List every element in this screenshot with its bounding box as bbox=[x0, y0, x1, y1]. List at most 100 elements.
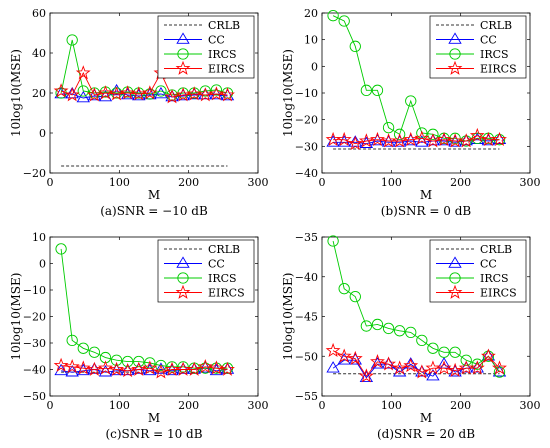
data-point-ircs bbox=[449, 346, 461, 358]
data-point-eircs bbox=[153, 364, 169, 379]
data-point-eircs bbox=[436, 131, 452, 146]
y-tick-label: −35 bbox=[295, 231, 318, 244]
data-point-eircs bbox=[53, 357, 69, 372]
data-point-cc bbox=[87, 362, 102, 374]
y-tick-label: −30 bbox=[23, 337, 46, 350]
data-point-eircs bbox=[197, 87, 213, 102]
data-point-eircs bbox=[403, 357, 419, 373]
data-point-ircs bbox=[405, 95, 417, 107]
data-point-cc bbox=[492, 132, 507, 144]
y-tick-label: 0 bbox=[311, 60, 318, 73]
panel-1: 0 100 200 300−200204060M10log10(MSE)(a)SNR … bbox=[9, 7, 269, 218]
x-tick-label: 100 bbox=[381, 176, 402, 189]
data-point-ircs bbox=[471, 358, 483, 370]
legend-label: EIRCS bbox=[480, 287, 517, 300]
legend-box bbox=[429, 15, 527, 79]
data-point-ircs bbox=[210, 84, 223, 96]
data-point-cc bbox=[76, 90, 90, 103]
data-point-cc bbox=[426, 133, 440, 146]
data-point-cc bbox=[120, 363, 135, 376]
data-point-cc bbox=[176, 362, 190, 374]
panel-caption: (c)SNR = 10 dB bbox=[105, 427, 202, 441]
data-point-eircs bbox=[358, 133, 374, 148]
legend-marker bbox=[449, 272, 461, 284]
data-point-eircs bbox=[358, 368, 374, 383]
legend-label: CC bbox=[208, 258, 225, 271]
series-eircs bbox=[53, 357, 235, 379]
x-tick-label: 0 bbox=[319, 176, 326, 189]
data-point-eircs bbox=[208, 360, 224, 375]
y-tick-label: 60 bbox=[32, 7, 46, 20]
data-point-cc bbox=[426, 369, 440, 381]
data-point-cc bbox=[109, 83, 124, 96]
data-point-ircs bbox=[427, 128, 439, 140]
legend-label: CRLB bbox=[480, 19, 512, 32]
legend-label: CRLB bbox=[208, 19, 240, 32]
x-tick-label: 0 bbox=[319, 399, 326, 412]
y-tick-label: 0 bbox=[39, 127, 46, 140]
panel-caption: (b)SNR = 0 dB bbox=[381, 204, 472, 218]
data-point-ircs bbox=[110, 354, 123, 366]
y-tick-label: 10 bbox=[304, 34, 318, 47]
y-axis-label: 10log10(MSE) bbox=[9, 273, 23, 361]
data-point-cc bbox=[165, 89, 179, 102]
legend-marker bbox=[177, 272, 189, 284]
legend-marker bbox=[176, 32, 190, 44]
data-point-ircs bbox=[55, 243, 67, 255]
data-point-eircs bbox=[370, 131, 385, 146]
legend-label: CC bbox=[480, 258, 497, 271]
panel-4: 0 100 200 300 −55 −50 −45 −40 −35 M 10log10(MSE) (d… bbox=[281, 231, 541, 441]
y-tick-label: −20 bbox=[23, 311, 46, 324]
y-tick-label: 40 bbox=[32, 47, 46, 60]
data-point-eircs bbox=[197, 359, 213, 374]
data-point-eircs bbox=[120, 85, 136, 100]
x-tick-label: 100 bbox=[109, 399, 130, 412]
data-point-eircs bbox=[64, 359, 80, 374]
data-point-cc bbox=[65, 365, 79, 377]
x-axis-label: M bbox=[148, 188, 160, 202]
data-point-eircs bbox=[347, 350, 363, 365]
data-point-ircs bbox=[338, 283, 350, 295]
legend-label: IRCS bbox=[480, 272, 509, 285]
data-point-cc bbox=[326, 361, 340, 373]
data-point-ircs bbox=[144, 88, 156, 100]
legend-label: CRLB bbox=[480, 243, 512, 256]
data-point-ircs bbox=[371, 84, 384, 96]
data-point-eircs bbox=[370, 354, 385, 369]
data-point-ircs bbox=[327, 10, 339, 22]
data-point-cc bbox=[470, 361, 484, 373]
data-point-eircs bbox=[186, 361, 202, 376]
data-point-ircs bbox=[360, 84, 373, 96]
series-eircs bbox=[325, 342, 507, 383]
y-tick-label: −50 bbox=[295, 350, 318, 363]
data-point-ircs bbox=[382, 322, 395, 335]
y-tick-label: −10 bbox=[295, 87, 318, 100]
data-point-ircs bbox=[327, 235, 339, 247]
data-point-eircs bbox=[469, 360, 485, 375]
data-point-cc bbox=[154, 362, 168, 374]
legend-marker bbox=[175, 60, 191, 75]
data-point-ircs bbox=[338, 15, 350, 27]
data-point-ircs bbox=[199, 85, 211, 97]
y-axis-label: 10log10(MSE) bbox=[281, 273, 295, 361]
data-point-eircs bbox=[492, 360, 507, 375]
data-point-eircs bbox=[53, 83, 69, 98]
legend-box bbox=[429, 239, 527, 303]
panel-caption: (a)SNR = −10 dB bbox=[100, 204, 208, 218]
y-axis-label: 10log10(MSE) bbox=[281, 49, 295, 137]
legend-marker bbox=[448, 32, 462, 44]
x-axis-label: M bbox=[420, 188, 432, 202]
data-point-eircs bbox=[98, 360, 113, 375]
data-point-eircs bbox=[175, 87, 191, 102]
series-line-cc bbox=[61, 90, 228, 99]
data-point-cc bbox=[198, 87, 212, 100]
data-point-eircs bbox=[142, 360, 158, 375]
data-point-eircs bbox=[325, 342, 341, 357]
legend-marker bbox=[176, 256, 190, 268]
data-point-ircs bbox=[394, 325, 406, 337]
x-tick-label: 100 bbox=[109, 176, 130, 189]
legend-label: EIRCS bbox=[480, 63, 517, 76]
data-point-eircs bbox=[75, 65, 91, 80]
